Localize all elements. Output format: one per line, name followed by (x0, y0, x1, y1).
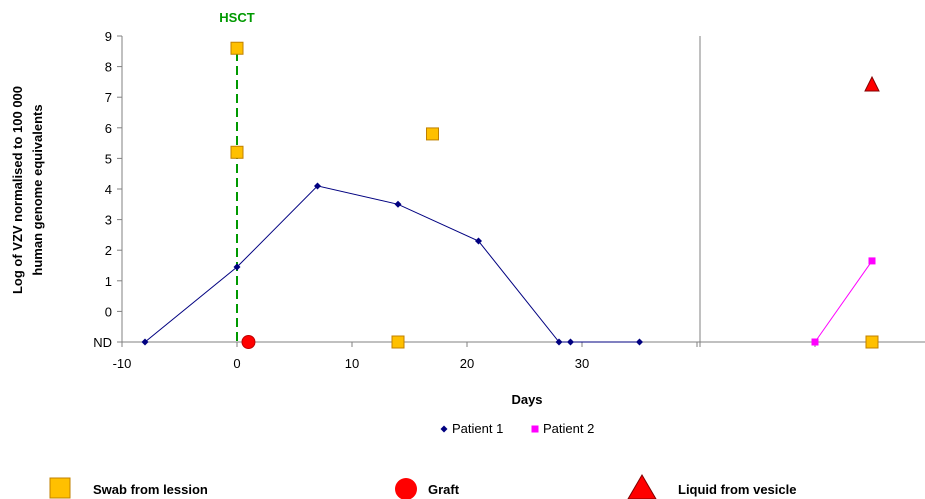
key-vesicle-icon (627, 474, 657, 499)
axes (117, 35, 925, 347)
swab-marker (230, 145, 244, 159)
swab-marker (230, 41, 244, 55)
key-vesicle-label: Liquid from vesicle (678, 482, 796, 497)
patient1-point (394, 200, 402, 208)
patient1-point (314, 182, 321, 190)
x-tick-label: -10 (113, 356, 132, 371)
patient1-point (567, 338, 574, 346)
patient2-point (811, 338, 819, 346)
key-swab-label: Swab from lession (93, 482, 208, 497)
data-layer (141, 41, 880, 349)
legend-patient1: Patient 1 (452, 421, 503, 436)
y-axis-title-line: human genome equivalents (30, 104, 45, 275)
y-tick-label: 5 (105, 151, 112, 166)
y-tick-label: 8 (105, 60, 112, 75)
patient1-point (636, 338, 643, 346)
y-tick-label: 7 (105, 90, 112, 105)
y-tick-label: 1 (105, 274, 112, 289)
patient1-point (233, 263, 241, 271)
key-graft-icon (395, 478, 417, 499)
graft-marker (241, 335, 256, 349)
y-tick-label: 2 (105, 243, 112, 258)
patient1-point (440, 425, 448, 433)
y-tick-label: 0 (105, 304, 112, 319)
y-tick-label: 3 (105, 213, 112, 228)
key-swab-icon (49, 477, 71, 499)
swab-marker (426, 127, 439, 141)
labels: ND 0 1 2 3 4 5 6 7 8 9 -10 0 10 20 30 Days Log of VZV nor… (10, 10, 796, 499)
vesicle-marker (864, 75, 880, 92)
swab-marker (391, 335, 405, 349)
patient1-point (555, 338, 563, 346)
y-tick-label: 4 (105, 182, 112, 197)
patient2-line (814, 260, 873, 343)
y-axis-title: Log of VZV normalised to 100 000 human ge… (10, 86, 45, 294)
hsct-label: HSCT (219, 10, 254, 25)
legend-patient2: Patient 2 (543, 421, 594, 436)
patient1-point (475, 237, 482, 245)
y-tick-label: 6 (105, 121, 112, 136)
y-tick-label: 9 (105, 29, 112, 44)
patient1-point (141, 338, 149, 346)
patient2-point (868, 257, 876, 265)
legend-patient2-swatch (531, 425, 539, 433)
x-tick-label: 10 (345, 356, 359, 371)
x-tick-label: 20 (460, 356, 474, 371)
key-graft-label: Graft (428, 482, 460, 497)
y-axis-title-line: Log of VZV normalised to 100 000 (10, 86, 25, 294)
x-tick-label: 0 (233, 356, 240, 371)
x-axis-title: Days (511, 392, 542, 407)
swab-marker (865, 335, 879, 349)
patient1-line (144, 185, 640, 343)
x-tick-label: 30 (575, 356, 589, 371)
y-tick-label: ND (93, 335, 112, 350)
